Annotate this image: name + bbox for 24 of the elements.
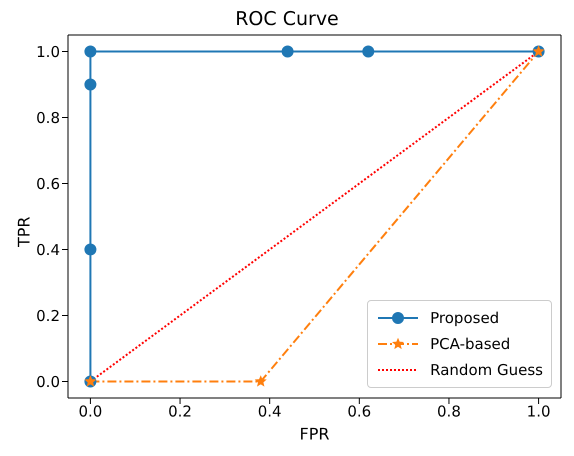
y-tick-label: 0.6 bbox=[36, 174, 60, 193]
chart-title: ROC Curve bbox=[234, 8, 340, 30]
y-tick-label: 0.0 bbox=[36, 372, 60, 391]
point bbox=[362, 46, 374, 58]
y-tick-label: 0.4 bbox=[36, 240, 60, 259]
x-tick-label: 0.4 bbox=[258, 402, 282, 421]
y-tick-label: 0.8 bbox=[36, 108, 60, 127]
y-tick-label: 0.2 bbox=[36, 306, 60, 325]
point bbox=[84, 78, 96, 90]
point bbox=[282, 46, 294, 58]
point bbox=[84, 46, 96, 58]
y-tick-label: 1.0 bbox=[36, 42, 60, 61]
legend-label: Random Guess bbox=[430, 361, 543, 379]
legend-label: PCA-based bbox=[430, 335, 510, 353]
x-tick-label: 1.0 bbox=[526, 402, 551, 421]
point bbox=[84, 244, 96, 256]
x-tick-label: 0.6 bbox=[347, 402, 372, 421]
x-axis-title: FPR bbox=[300, 424, 330, 444]
legend-label: Proposed bbox=[430, 309, 500, 327]
x-tick-label: 0.8 bbox=[437, 402, 461, 421]
y-axis-title: TPR bbox=[14, 216, 34, 248]
x-tick-label: 0.2 bbox=[168, 402, 192, 421]
x-tick-label: 0.0 bbox=[78, 402, 102, 421]
point bbox=[255, 376, 266, 386]
